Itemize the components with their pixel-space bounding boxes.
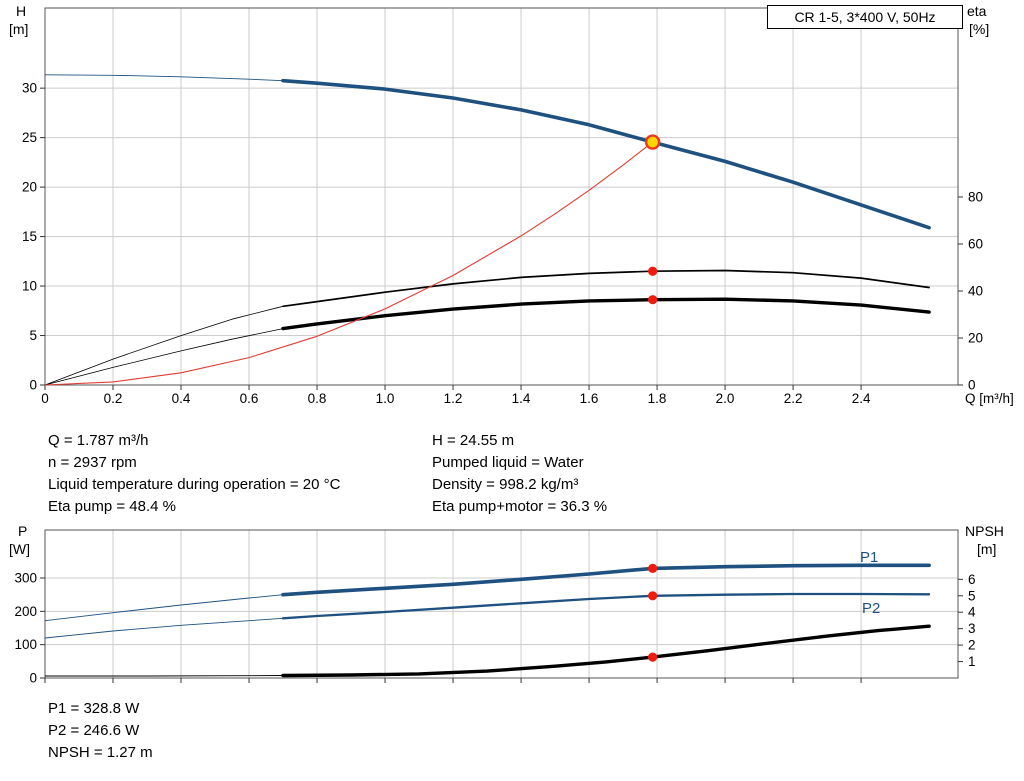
info-line-h: H = 24.55 m bbox=[432, 432, 515, 449]
curve-eta-pump-motor bbox=[281, 297, 931, 331]
y-right-tick-label: 6 bbox=[968, 572, 976, 587]
operating-point-dot bbox=[648, 266, 658, 276]
curve-P1 bbox=[281, 563, 931, 597]
x-tick-label: 0.6 bbox=[240, 391, 259, 406]
curve-eta-pump bbox=[282, 269, 930, 308]
curve-eta-pump-thin bbox=[44, 305, 284, 386]
y-right-tick-label: 2 bbox=[968, 638, 976, 653]
info-line-liquid: Pumped liquid = Water bbox=[432, 454, 584, 471]
p-axis-unit-label: [W] bbox=[9, 541, 30, 557]
info-line-eta-pump: Eta pump = 48.4 % bbox=[48, 498, 176, 515]
y-left-tick-label: 0 bbox=[29, 671, 37, 686]
y-right-tick-label: 0 bbox=[968, 378, 976, 393]
duty-info-right: H = 24.55 m Pumped liquid = Water Densit… bbox=[432, 430, 607, 518]
y-left-tick-label: 5 bbox=[29, 328, 37, 343]
x-tick-label: 2.0 bbox=[716, 391, 735, 406]
curve-pump-curve-H bbox=[281, 78, 931, 230]
x-tick-label: 2.2 bbox=[784, 391, 803, 406]
curve-P2-thin bbox=[44, 617, 284, 639]
y-left-tick-label: 0 bbox=[29, 378, 37, 393]
y-right-tick-label: 4 bbox=[968, 605, 976, 620]
info-line-p2: P2 = 246.6 W bbox=[48, 722, 140, 739]
x-tick-label: 1.4 bbox=[512, 391, 531, 406]
y-right-tick-label: 3 bbox=[968, 621, 976, 636]
x-tick-label: 1.2 bbox=[444, 391, 463, 406]
plot-border bbox=[44, 529, 959, 679]
operating-point-dot bbox=[648, 295, 658, 305]
y-left-tick-label: 15 bbox=[22, 229, 37, 244]
y-left-tick-label: 100 bbox=[14, 637, 37, 652]
eta-axis-unit-label: [%] bbox=[969, 21, 990, 37]
chart-title-box: CR 1-5, 3*400 V, 50Hz bbox=[767, 5, 963, 29]
curve-P2 bbox=[281, 592, 931, 620]
plot-border bbox=[44, 7, 959, 386]
info-line-temp: Liquid temperature during operation = 20… bbox=[48, 476, 341, 493]
curve-NPSH-thin bbox=[45, 675, 284, 677]
y-left-tick-label: 30 bbox=[22, 81, 37, 96]
p1-curve-label: P1 bbox=[860, 549, 879, 566]
duty-info-bottom: P1 = 328.8 W P2 = 246.6 W NPSH = 1.27 m bbox=[48, 698, 153, 764]
y-left-tick-label: 200 bbox=[14, 604, 37, 619]
operating-point-dot bbox=[648, 591, 658, 601]
x-tick-label: 2.4 bbox=[852, 391, 871, 406]
x-tick-label: 0.2 bbox=[104, 391, 123, 406]
duty-info-left: Q = 1.787 m³/h n = 2937 rpm Liquid tempe… bbox=[48, 430, 340, 518]
x-axis-unit-label: Q [m³/h] bbox=[965, 391, 1014, 406]
info-line-p1: P1 = 328.8 W bbox=[48, 700, 140, 717]
info-line-n: n = 2937 rpm bbox=[48, 454, 137, 471]
y-right-tick-label: 80 bbox=[968, 189, 983, 204]
info-line-density: Density = 998.2 kg/m³ bbox=[432, 476, 579, 493]
y-left-tick-label: 300 bbox=[14, 571, 37, 586]
curve-system-curve bbox=[44, 141, 653, 386]
duty-point-marker[interactable] bbox=[644, 134, 661, 150]
x-tick-label: 1.8 bbox=[648, 391, 667, 406]
curve-NPSH bbox=[281, 624, 931, 678]
operating-point-dot bbox=[648, 652, 658, 662]
y-right-tick-label: 20 bbox=[968, 330, 983, 345]
x-tick-label: 0.8 bbox=[308, 391, 327, 406]
y-left-tick-label: 10 bbox=[22, 279, 37, 294]
head-efficiency-chart: 0 0.2 0.4 0.6 0.8 1.0 1.2 1.4 1.6 1.8 2.0 2.2 2.4 Q [… bbox=[22, 7, 1014, 406]
x-tick-label: 0 bbox=[41, 391, 49, 406]
h-axis-label: H bbox=[16, 3, 27, 19]
x-tick-label: 1.6 bbox=[580, 391, 599, 406]
eta-axis-label: eta bbox=[967, 3, 987, 19]
npsh-axis-unit-label: [m] bbox=[977, 541, 997, 557]
curve-pump-curve-H-thin bbox=[44, 74, 284, 82]
p2-curve-label: P2 bbox=[862, 600, 881, 617]
h-axis-unit-label: [m] bbox=[9, 21, 29, 37]
y-right-tick-label: 5 bbox=[968, 588, 976, 603]
npsh-axis-label: NPSH bbox=[965, 523, 1004, 539]
info-line-npsh: NPSH = 1.27 m bbox=[48, 744, 153, 761]
y-right-tick-label: 40 bbox=[968, 283, 983, 298]
curve-P1-thin bbox=[44, 594, 284, 622]
x-tick-label: 0.4 bbox=[172, 391, 191, 406]
power-npsh-chart: 0 100 200 300 12 34 56 bbox=[14, 529, 976, 686]
y-right-tick-label: 1 bbox=[968, 654, 976, 669]
info-line-q: Q = 1.787 m³/h bbox=[48, 432, 149, 449]
y-left-tick-label: 25 bbox=[22, 130, 37, 145]
curve-eta-pump-motor-thin bbox=[44, 328, 284, 386]
x-tick-label: 1.0 bbox=[376, 391, 395, 406]
p-axis-label: P bbox=[18, 523, 28, 539]
y-left-tick-label: 20 bbox=[22, 180, 37, 195]
info-line-eta-pump-motor: Eta pump+motor = 36.3 % bbox=[432, 498, 608, 515]
operating-point-dot bbox=[648, 563, 658, 574]
y-right-tick-label: 60 bbox=[968, 236, 983, 251]
